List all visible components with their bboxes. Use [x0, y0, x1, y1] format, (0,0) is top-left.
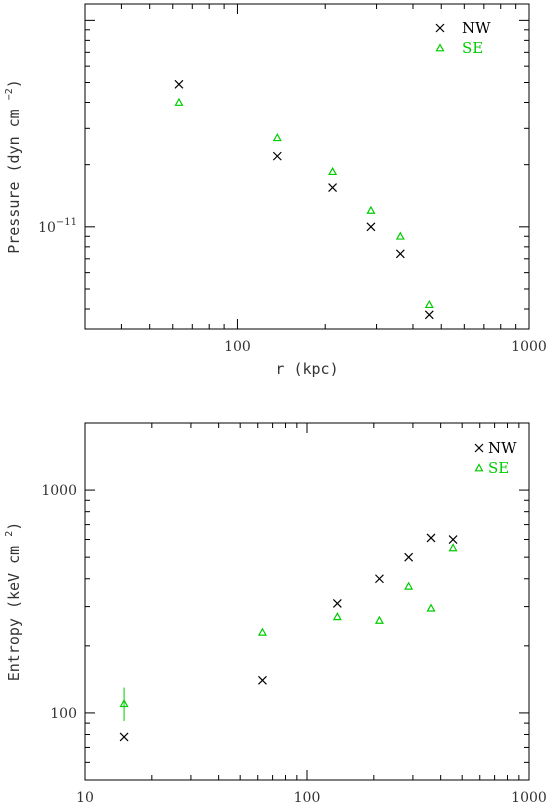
data-point-se — [424, 299, 434, 309]
data-point-se — [174, 97, 184, 106]
data-point-se — [119, 698, 129, 708]
chart-panel-pressure: 100 1000 10−11 r (kpc) Pressure (dyn cm −2) N… — [4, 3, 547, 378]
data-point-se — [426, 603, 436, 612]
x-tick-label: 10 — [76, 790, 94, 805]
chart-panel-entropy: 1010010001001000r (kpc)Entropy (keV cm 2… — [4, 422, 547, 805]
legend-label-se: SE — [488, 459, 509, 477]
data-point-se — [328, 166, 338, 176]
plot-frame — [84, 3, 530, 330]
plot-frame — [84, 422, 530, 781]
data-point-nw — [174, 79, 184, 89]
data-point-nw — [375, 574, 384, 584]
data-point-se — [272, 133, 282, 142]
legend-marker-se — [435, 43, 445, 52]
y-tick-label: 1000 — [41, 483, 77, 499]
data-point-nw — [424, 310, 434, 320]
data-point-se — [395, 231, 405, 240]
data-point-nw — [395, 249, 405, 259]
legend-marker-nw — [435, 23, 445, 33]
x-tick-label: 100 — [224, 339, 251, 355]
data-point-nw — [328, 183, 338, 192]
y-axis-title: Entropy (keV cm 2) — [4, 522, 23, 682]
y-axis-title: Pressure (dyn cm −2) — [4, 79, 23, 254]
legend-marker-nw — [474, 443, 484, 453]
x-tick-label: 100 — [294, 790, 321, 805]
data-point-nw — [366, 222, 376, 232]
data-point-nw — [448, 535, 458, 544]
data-point-se — [332, 612, 342, 621]
legend-marker-se — [474, 463, 484, 472]
x-tick-label: 1000 — [511, 790, 547, 805]
legend-label-se: SE — [462, 39, 483, 57]
data-point-se — [374, 615, 384, 624]
data-point-nw — [272, 151, 282, 161]
data-point-se — [404, 581, 414, 590]
data-point-se — [257, 627, 267, 636]
data-point-nw — [258, 675, 267, 685]
data-point-nw — [426, 533, 436, 543]
data-point-nw — [404, 552, 414, 562]
y-tick-label: 100 — [50, 706, 77, 722]
data-point-nw — [332, 599, 342, 608]
x-tick-label: 1000 — [511, 339, 547, 355]
data-point-se — [448, 543, 458, 552]
data-point-se — [366, 205, 376, 214]
legend-label-nw: NW — [462, 19, 491, 37]
y-tick-label: 10−11 — [38, 217, 77, 236]
x-axis-title: r (kpc) — [275, 360, 338, 378]
legend-label-nw: NW — [488, 439, 517, 457]
data-point-nw — [119, 732, 129, 742]
